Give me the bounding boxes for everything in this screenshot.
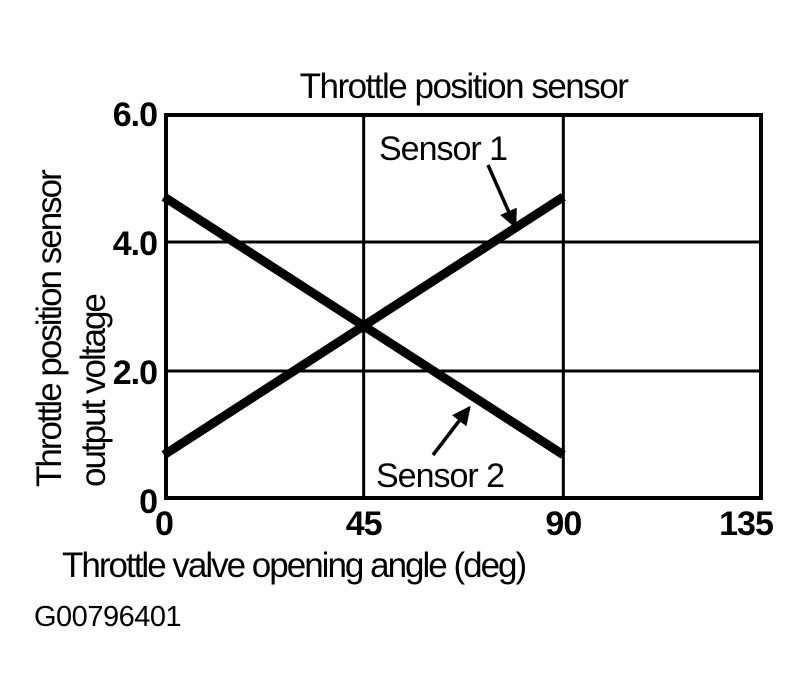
series-line-2: [161, 193, 566, 459]
annotation-arrow-2: [431, 405, 471, 457]
plot-border: [164, 113, 763, 500]
figure-code: G00796401: [34, 601, 182, 633]
x-tick-label: 0: [155, 505, 174, 543]
chart-title: Throttle position sensor: [299, 67, 629, 106]
x-tick-label: 135: [719, 505, 774, 543]
y-tick-label: 2.0: [112, 354, 158, 392]
y-tick-label: 6.0: [112, 96, 158, 134]
y-tick-label: 0: [139, 483, 158, 521]
annotation-arrow-1: [486, 164, 517, 229]
x-tick-label: 45: [345, 505, 383, 543]
annotation-sensor2: Sensor 2: [376, 457, 505, 495]
y-tick-label: 4.0: [112, 225, 158, 263]
x-axis-label: Throttle valve opening angle (deg): [62, 546, 527, 585]
annotation-sensor1: Sensor 1: [379, 130, 508, 168]
x-tick-label: 90: [545, 505, 582, 543]
